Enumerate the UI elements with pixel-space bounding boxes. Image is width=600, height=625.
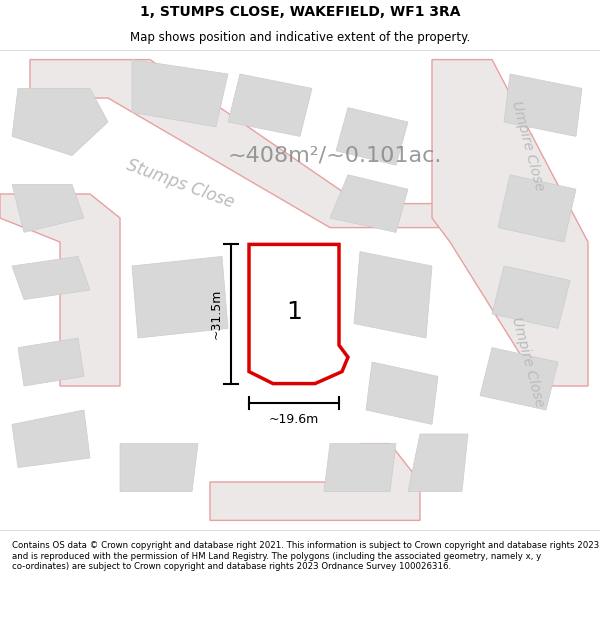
Polygon shape bbox=[132, 59, 228, 127]
Text: ~31.5m: ~31.5m bbox=[209, 289, 223, 339]
Polygon shape bbox=[480, 348, 558, 410]
Text: Contains OS data © Crown copyright and database right 2021. This information is : Contains OS data © Crown copyright and d… bbox=[12, 541, 599, 571]
Text: Stumps Close: Stumps Close bbox=[124, 156, 236, 212]
Polygon shape bbox=[408, 434, 468, 492]
Text: 1, STUMPS CLOSE, WAKEFIELD, WF1 3RA: 1, STUMPS CLOSE, WAKEFIELD, WF1 3RA bbox=[140, 6, 460, 19]
Polygon shape bbox=[30, 59, 450, 228]
Polygon shape bbox=[12, 184, 84, 232]
Polygon shape bbox=[0, 194, 120, 386]
Text: ~19.6m: ~19.6m bbox=[269, 413, 319, 426]
Polygon shape bbox=[492, 266, 570, 328]
Polygon shape bbox=[12, 88, 108, 156]
Text: Map shows position and indicative extent of the property.: Map shows position and indicative extent… bbox=[130, 31, 470, 44]
Polygon shape bbox=[324, 444, 396, 492]
Polygon shape bbox=[498, 175, 576, 242]
Polygon shape bbox=[210, 444, 420, 521]
Polygon shape bbox=[366, 362, 438, 424]
Polygon shape bbox=[330, 175, 408, 232]
Polygon shape bbox=[432, 59, 588, 386]
Polygon shape bbox=[12, 410, 90, 468]
Polygon shape bbox=[336, 107, 408, 165]
Text: Umpire Close: Umpire Close bbox=[509, 99, 547, 192]
Text: ~408m²/~0.101ac.: ~408m²/~0.101ac. bbox=[228, 146, 442, 166]
Polygon shape bbox=[354, 252, 432, 338]
Text: 1: 1 bbox=[286, 299, 302, 324]
Polygon shape bbox=[228, 74, 312, 136]
Polygon shape bbox=[18, 338, 84, 386]
Polygon shape bbox=[12, 256, 90, 299]
Polygon shape bbox=[249, 244, 348, 384]
Polygon shape bbox=[132, 256, 228, 338]
Polygon shape bbox=[120, 444, 198, 492]
Polygon shape bbox=[504, 74, 582, 136]
Text: Umpire Close: Umpire Close bbox=[509, 316, 547, 409]
